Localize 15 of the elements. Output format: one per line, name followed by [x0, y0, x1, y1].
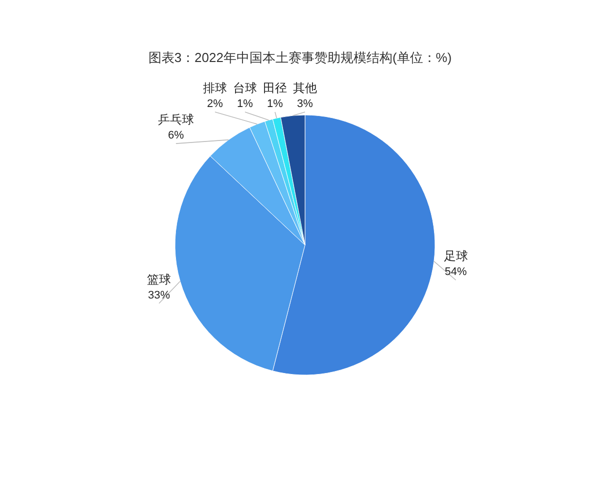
slice-label: 乒乓球	[158, 112, 194, 127]
data-label: 1%	[267, 98, 284, 110]
data-label: 2%	[207, 98, 224, 110]
slice-label: 田径	[263, 81, 287, 95]
slice-label: 台球	[233, 81, 257, 95]
data-label: 54%	[444, 266, 468, 278]
data-label: 6%	[168, 130, 184, 142]
data-label: 33%	[148, 289, 170, 302]
slice-label: 足球	[444, 249, 468, 264]
data-label: 1%	[237, 98, 254, 110]
chart-title: 图表3：2022年中国本土赛事赞助规模结构(单位：%)	[148, 50, 452, 65]
slice-label: 排球	[203, 81, 227, 95]
slice-label: 其他	[293, 81, 317, 95]
data-label: 3%	[297, 98, 314, 110]
slice-label: 篮球	[147, 272, 172, 286]
